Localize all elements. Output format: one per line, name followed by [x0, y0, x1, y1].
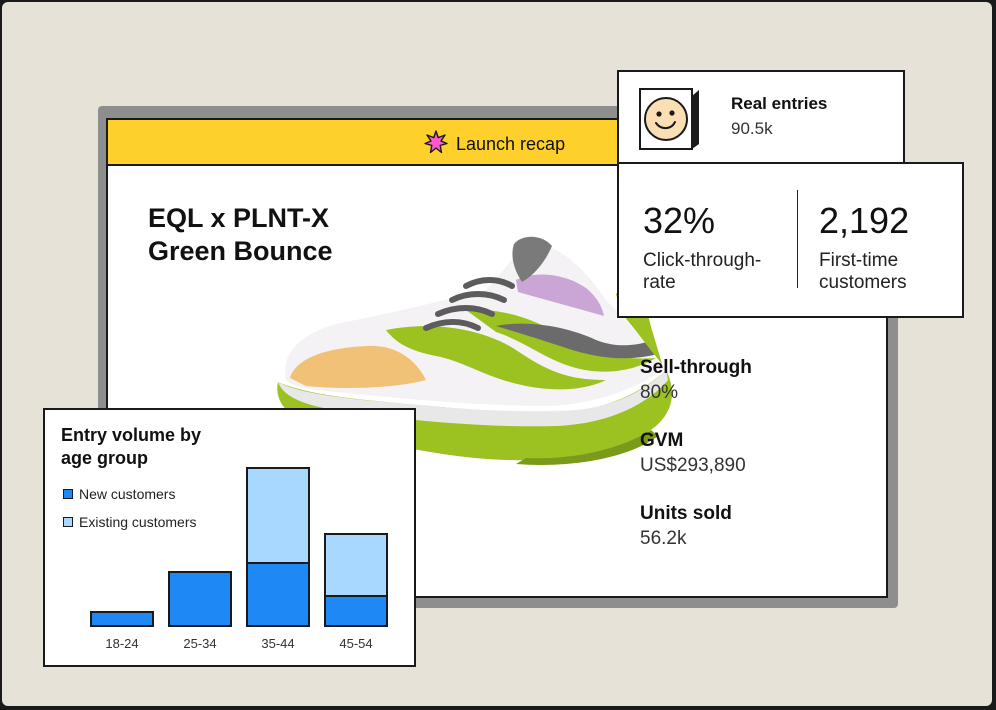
real-entries-value: 90.5k	[731, 119, 773, 138]
bar-35-44-existing-customers	[246, 467, 310, 564]
legend-swatch-existing	[63, 517, 73, 527]
x-tick-label: 35-44	[261, 636, 294, 651]
metric-label-line1: Click-through-	[643, 250, 762, 271]
chart-legend: New customers Existing customers	[63, 486, 196, 542]
legend-item-existing-customers: Existing customers	[63, 514, 196, 530]
legend-label: Existing customers	[79, 514, 197, 530]
bar-35-44-new-customers	[246, 562, 310, 627]
stat-label: GVM	[640, 430, 684, 451]
metric-label: Click-through- rate	[643, 250, 761, 294]
legend-label: New customers	[79, 486, 176, 502]
recap-header-title: Launch recap	[456, 134, 566, 154]
metric-label-line2: rate	[643, 272, 676, 293]
stat-value: 56.2k	[640, 528, 687, 549]
stat-units-sold: Units sold 56.2k	[640, 502, 752, 552]
chart-title: Entry volume by age group	[61, 424, 261, 470]
bar-chart: 18-24 25-34 35-44 45-54	[90, 467, 388, 651]
legend-swatch-new	[63, 489, 73, 499]
recap-header: Launch recap	[424, 130, 565, 159]
x-tick-label: 25-34	[183, 636, 216, 651]
product-title-line2: Green Bounce	[148, 236, 333, 266]
bar-18-24-new-customers	[90, 611, 154, 627]
real-entries-title: Real entries	[731, 94, 828, 113]
metric-value: 32%	[643, 200, 716, 241]
legend-item-new-customers: New customers	[63, 486, 196, 502]
metric-label: First-time customers	[819, 250, 909, 294]
chart-title-line1: Entry volume by	[61, 425, 202, 445]
metric-value: 2,192	[819, 200, 910, 241]
smiley-face-icon	[639, 88, 701, 150]
product-title: EQL x PLNT-X Green Bounce	[148, 202, 448, 268]
metric-label-line1: First-time	[819, 250, 899, 271]
real-entries-card: Real entries 90.5k	[617, 70, 905, 164]
stat-gvm: GVM US$293,890	[640, 429, 752, 479]
bar-45-54-new-customers	[324, 595, 388, 627]
stats-list: Sell-through 80% GVM US$293,890 Units so…	[640, 356, 752, 575]
bar-25-34-new-customers	[168, 571, 232, 627]
stat-value: 80%	[640, 382, 679, 403]
metric-click-through-rate: 32% Click-through- rate	[643, 200, 761, 294]
bar-45-54-existing-customers	[324, 533, 388, 597]
chart-title-line2: age group	[61, 448, 149, 468]
stat-value: US$293,890	[640, 455, 746, 476]
product-title-line1: EQL x PLNT-X	[148, 203, 330, 233]
stat-label: Units sold	[640, 503, 732, 524]
entry-volume-chart-card: Entry volume by age group New customers …	[43, 408, 416, 667]
stat-sell-through: Sell-through 80%	[640, 356, 752, 406]
sparkle-icon	[424, 130, 448, 159]
metric-label-line2: customers	[819, 272, 907, 293]
metric-first-time-customers: 2,192 First-time customers	[819, 200, 909, 294]
x-tick-label: 18-24	[105, 636, 138, 651]
metric-divider	[797, 190, 798, 288]
stat-label: Sell-through	[640, 357, 752, 378]
x-tick-label: 45-54	[339, 636, 372, 651]
metrics-card: 32% Click-through- rate 2,192 First-time…	[617, 162, 964, 318]
